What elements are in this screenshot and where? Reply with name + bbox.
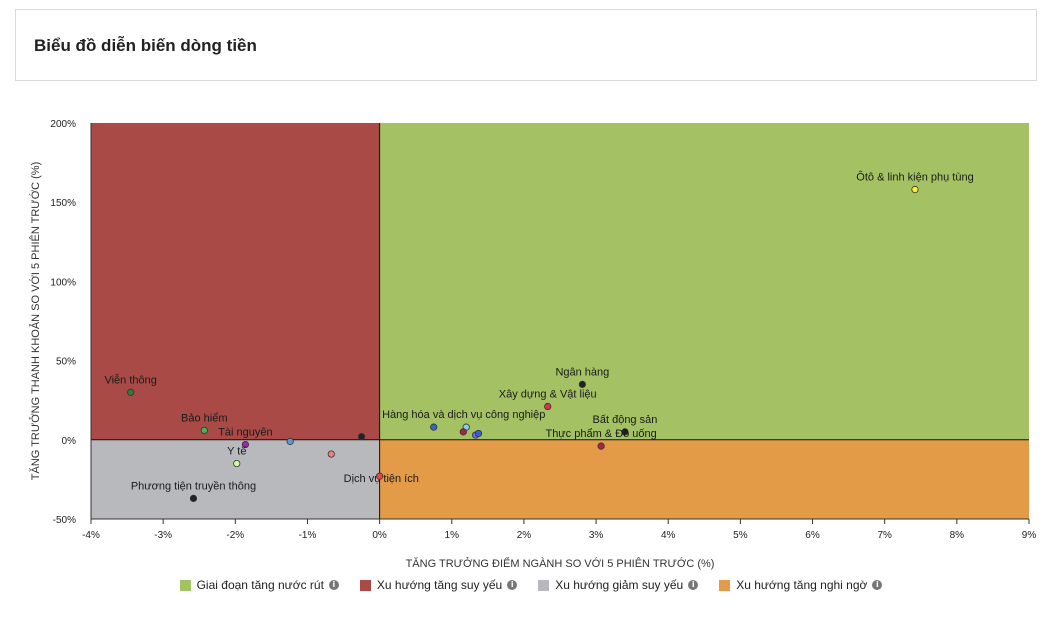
data-point (376, 472, 384, 480)
x-tick-label: 9% (1022, 530, 1037, 541)
data-point (459, 428, 467, 436)
info-icon[interactable]: i (688, 580, 699, 590)
data-point (189, 494, 198, 503)
legend-item[interactable]: Xu hướng tăng suy yếu i (359, 578, 518, 592)
data-point (286, 437, 294, 445)
data-point (578, 380, 586, 388)
legend-item[interactable]: Giai đoạn tăng nước rút i (179, 578, 339, 592)
data-point-label: Thực phẩm & Đồ uống (545, 428, 656, 440)
legend-swatch (538, 579, 550, 591)
data-point-label: Bảo hiểm (181, 412, 227, 424)
legend-item[interactable]: Xu hướng giảm suy yếu i (538, 578, 699, 592)
x-tick-label: 6% (805, 530, 820, 541)
data-point (233, 459, 241, 468)
data-point-label: Ngân hàng (555, 366, 609, 378)
data-point-label: Viễn thông (104, 373, 156, 386)
y-tick-label: 150% (50, 198, 76, 209)
data-point (621, 428, 629, 436)
quadrant-orange (379, 439, 1030, 519)
cashflow-scatter-chart: -4% -3% -2% -1% 0% 1% 2% 3% 4% 5% 6% 7% 8% 9% -50% 0% 50… (29, 119, 1037, 570)
legend-label: Xu hướng tăng nghi ngờ (736, 578, 868, 592)
info-icon[interactable]: i (507, 580, 518, 590)
legend-label: Xu hướng giảm suy yếu (555, 578, 684, 592)
data-point-label: Hàng hóa và dịch vụ công nghiệp (382, 409, 545, 421)
legend-swatch (179, 579, 191, 591)
y-axis-title: TĂNG TRƯỞNG THANH KHOẢN SO VỚI 5 PHIÊN T… (29, 162, 42, 480)
data-point (911, 185, 919, 194)
x-tick-label: 7% (877, 530, 892, 541)
info-icon[interactable]: i (328, 580, 339, 590)
y-tick-label: -50% (53, 515, 76, 526)
x-tick-label: -4% (82, 530, 100, 541)
quadrant-red (91, 123, 380, 440)
quadrant-green (379, 123, 1030, 440)
data-point (200, 426, 208, 434)
x-tick-label: 5% (733, 530, 748, 541)
y-tick-label: 0% (62, 436, 77, 447)
data-point (597, 442, 605, 450)
page-title: Biểu đồ diễn biến dòng tiền (34, 36, 257, 55)
data-point (544, 402, 552, 411)
y-tick-label: 100% (50, 277, 76, 288)
x-tick-label: 4% (661, 530, 676, 541)
data-point (127, 388, 135, 396)
data-point (430, 423, 438, 431)
data-point-label: Y tế (227, 446, 246, 458)
data-point-label: Phương tiện truyền thông (131, 480, 256, 492)
y-tick-label: 50% (56, 357, 76, 368)
data-point (241, 440, 250, 449)
data-point (357, 433, 366, 441)
x-tick-label: -1% (299, 530, 317, 541)
x-tick-label: 8% (950, 530, 965, 541)
legend-item[interactable]: Xu hướng tăng nghi ngờ i (719, 578, 883, 592)
legend-label: Giai đoạn tăng nước rút (196, 578, 324, 592)
chart-header-card: Biểu đồ diễn biến dòng tiền (15, 9, 1037, 81)
x-tick-label: -3% (154, 530, 172, 541)
x-tick-label: 0% (372, 530, 387, 541)
data-point-label: Xây dựng & Vật liệu (499, 389, 597, 401)
legend-swatch (359, 579, 371, 591)
data-point (474, 429, 483, 438)
x-tick-label: 1% (445, 530, 460, 541)
x-axis-title: TĂNG TRƯỞNG ĐIỂM NGÀNH SO VỚI 5 PHIÊN TR… (406, 557, 715, 570)
legend-label: Xu hướng tăng suy yếu (376, 578, 503, 592)
info-icon[interactable]: i (872, 580, 883, 590)
data-point (327, 450, 335, 458)
chart-legend: Giai đoạn tăng nước rút i Xu hướng tăng su… (0, 578, 1062, 592)
y-tick-label: 200% (50, 119, 76, 130)
legend-swatch (719, 579, 731, 591)
x-tick-label: 2% (517, 530, 532, 541)
data-point-label: Bất động sản (593, 414, 658, 426)
data-point-label: Ôtô & linh kiện phụ tùng (856, 171, 973, 184)
x-tick-label: 3% (589, 530, 604, 541)
data-point-label: Tài nguyên (218, 427, 272, 439)
x-tick-label: -2% (226, 530, 244, 541)
